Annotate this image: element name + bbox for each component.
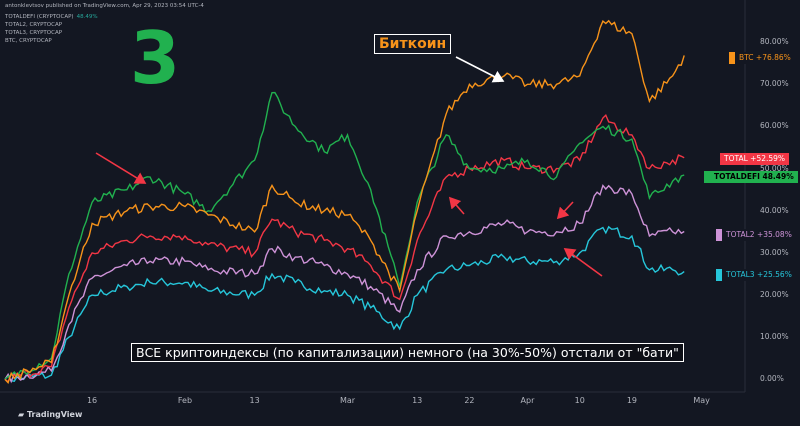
- legend-line-total2[interactable]: TOTAL2, CRYPTOCAP: [5, 22, 63, 28]
- x-tick-label: 19: [626, 396, 638, 405]
- y-tick-label: 30.00%: [760, 247, 789, 257]
- legend-line-total3[interactable]: TOTAL3, CRYPTOCAP: [5, 30, 63, 36]
- y-tick-label: 80.00%: [760, 37, 789, 47]
- legend-label: TOTALDEFI (CRYPTOCAP): [5, 14, 74, 20]
- publisher-line: antonklevtsov published on TradingView.c…: [5, 3, 204, 9]
- y-tick-label: 0.00%: [760, 374, 784, 384]
- tradingview-logo-text: TradingView: [26, 410, 83, 419]
- y-tick-label: 20.00%: [760, 290, 789, 300]
- x-tick-label: 22: [464, 396, 475, 405]
- annotation-arrow: [556, 201, 574, 220]
- annotation-arrow: [95, 152, 147, 184]
- legend-line-btc[interactable]: BTC, CRYPTOCAP: [5, 38, 52, 44]
- price-tag-total2: TOTAL2 +35.08%: [716, 229, 796, 241]
- x-tick-label: Mar: [339, 396, 356, 405]
- annotation-arrow: [455, 56, 505, 83]
- price-tag-totaldefi: TOTALDEFI 48.49%: [704, 171, 798, 183]
- series-line-total2[interactable]: [4, 184, 685, 384]
- caption-box: ВСЕ криптоиндексы (по капитализации) нем…: [131, 343, 684, 362]
- x-tick-label: 13: [249, 396, 260, 405]
- x-tick-label: Apr: [520, 396, 535, 405]
- x-tick-label: 16: [86, 396, 98, 405]
- y-tick-label: 70.00%: [760, 79, 789, 89]
- series-line-totaldefi[interactable]: [4, 91, 685, 380]
- x-tick-label: Feb: [177, 396, 193, 405]
- price-tag-btc: BTC +76.86%: [729, 52, 795, 64]
- annotation-arrow: [563, 248, 603, 277]
- x-tick-label: 13: [412, 396, 423, 405]
- legend-line-totaldefi[interactable]: TOTALDEFI (CRYPTOCAP) 48.49%: [5, 14, 98, 20]
- y-tick-label: 60.00%: [760, 121, 789, 131]
- legend-value: 48.49%: [76, 14, 98, 20]
- y-tick-label: 50.00%: [760, 163, 789, 173]
- x-tick-label: 10: [574, 396, 585, 405]
- price-tag-total3: TOTAL3 +25.56%: [716, 269, 796, 281]
- tradingview-logo[interactable]: ▰ TradingView: [18, 410, 82, 419]
- annotation-arrows: [95, 56, 603, 277]
- series-line-total[interactable]: [4, 113, 685, 383]
- x-tick-label: May: [693, 396, 710, 405]
- series-line-btc[interactable]: [4, 19, 685, 385]
- big-number-annotation: 3: [130, 16, 181, 100]
- tradingview-logo-icon: ▰: [18, 410, 27, 419]
- btc-callout: Биткоин: [374, 34, 452, 54]
- annotation-arrow: [448, 196, 465, 215]
- price-tag-total: TOTAL +52.59%: [720, 153, 790, 165]
- y-tick-label: 40.00%: [760, 205, 789, 215]
- y-tick-label: 10.00%: [760, 332, 789, 342]
